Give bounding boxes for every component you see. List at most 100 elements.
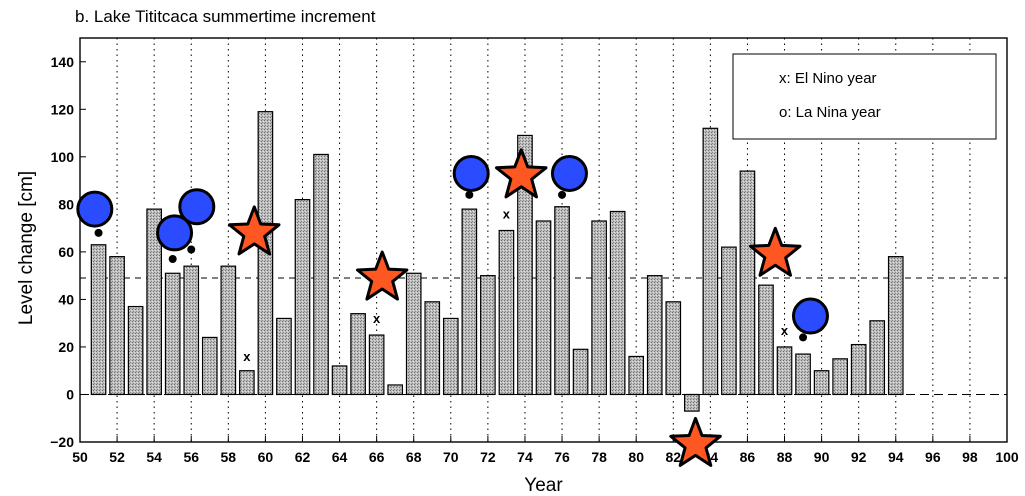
- orange-star-marker: [749, 226, 802, 277]
- el-nino-mark: x: [781, 323, 789, 338]
- y-tick-label: 120: [51, 101, 75, 117]
- orange-star-marker: [356, 250, 409, 301]
- legend: x: El Nino year o: La Nina year: [732, 53, 997, 140]
- la-nina-mark: [94, 228, 103, 237]
- x-tick-label: 66: [369, 449, 385, 465]
- bar: [554, 206, 570, 396]
- bar: [109, 256, 125, 396]
- x-tick-label: 74: [517, 449, 533, 465]
- bars: [90, 111, 904, 412]
- bar: [368, 334, 385, 396]
- x-tick-label: 96: [925, 449, 941, 465]
- marks: x x x x: [94, 190, 808, 364]
- bar: [294, 199, 311, 396]
- bar: [164, 272, 181, 396]
- y-tick-label: 60: [58, 244, 74, 260]
- x-tick-label: 56: [183, 449, 199, 465]
- bar: [146, 208, 162, 396]
- x-tick-label: 54: [146, 449, 162, 465]
- x-tick-label: 60: [258, 449, 274, 465]
- el-nino-mark: x: [373, 311, 381, 326]
- y-tick-label: 80: [58, 196, 74, 212]
- bar: [331, 365, 348, 396]
- bar: [127, 305, 144, 396]
- bar: [832, 358, 848, 396]
- x-tick-label: 72: [480, 449, 496, 465]
- bar: [850, 343, 867, 396]
- legend-la-nina: o: La Nina year: [779, 104, 881, 121]
- bar: [572, 348, 589, 396]
- bar: [313, 153, 329, 396]
- x-tick-label: 94: [888, 449, 904, 465]
- bar: [461, 208, 478, 396]
- la-nina-mark: [558, 190, 567, 199]
- x-tick-label: 92: [851, 449, 867, 465]
- y-tick-label: 20: [58, 339, 74, 355]
- bar: [813, 370, 830, 396]
- x-tick-label: 50: [72, 449, 88, 465]
- la-nina-mark: [799, 333, 808, 342]
- bar: [498, 229, 515, 396]
- blue-circle-marker: [452, 154, 490, 192]
- legend-el-nino: x: El Nino year: [779, 70, 877, 87]
- y-tick-label: −20: [50, 434, 74, 450]
- bar: [350, 313, 366, 396]
- bar: [628, 355, 645, 396]
- la-nina-mark: [465, 190, 474, 199]
- x-tick-label: 52: [109, 449, 125, 465]
- bar: [887, 256, 904, 396]
- bar: [183, 265, 200, 396]
- x-axis-label: Year: [524, 475, 563, 496]
- x-tick-label: 62: [295, 449, 311, 465]
- y-axis-label: Level change [cm]: [16, 171, 37, 325]
- bar: [480, 275, 496, 396]
- bar: [609, 210, 626, 396]
- bar: [90, 244, 107, 396]
- chart-title: b. Lake Tititcaca summertime increment: [75, 7, 376, 26]
- la-nina-mark: [168, 255, 177, 264]
- bar: [424, 301, 441, 396]
- x-tick-label: 98: [962, 449, 978, 465]
- x-tick-label: 86: [740, 449, 756, 465]
- axes: 50 52 54 56 58 60 62 64 66 68 70 72 74 76 78 80 82 84 86 88…: [50, 37, 1019, 465]
- x-tick-label: 70: [443, 449, 459, 465]
- x-tick-label: 82: [665, 449, 681, 465]
- bar: [702, 127, 719, 396]
- y-tick-label: 140: [51, 54, 75, 70]
- bar: [239, 370, 255, 396]
- blue-circle-marker: [178, 188, 216, 226]
- bar: [387, 384, 404, 396]
- x-tick-label: 100: [995, 449, 1019, 465]
- bar: [591, 220, 607, 396]
- bar: [646, 275, 663, 396]
- bar: [739, 170, 756, 396]
- bar: [201, 336, 218, 396]
- bar: [776, 346, 793, 396]
- x-tick-label: 90: [814, 449, 830, 465]
- bar: [257, 111, 274, 396]
- x-tick-label: 88: [777, 449, 793, 465]
- blue-circle-marker: [76, 190, 114, 228]
- bar: [517, 134, 533, 396]
- bar: [869, 320, 886, 396]
- bar: [220, 265, 237, 396]
- el-nino-mark: x: [503, 207, 511, 222]
- y-tick-label: 0: [66, 386, 74, 402]
- y-tick-label: 40: [58, 291, 74, 307]
- bar: [535, 220, 552, 396]
- bar: [442, 317, 459, 396]
- orange-star-marker: [669, 416, 722, 467]
- la-nina-mark: [187, 245, 196, 254]
- bar: [276, 317, 292, 396]
- x-tick-label: 76: [554, 449, 570, 465]
- bar: [758, 284, 774, 396]
- x-tick-label: 78: [591, 449, 607, 465]
- legend-box: [732, 53, 997, 140]
- overlay-markers: [76, 148, 829, 467]
- x-tick-label: 64: [332, 449, 348, 465]
- el-nino-mark: x: [243, 349, 251, 364]
- x-tick-label: 58: [221, 449, 237, 465]
- bar: [665, 301, 682, 396]
- blue-circle-marker: [550, 154, 588, 192]
